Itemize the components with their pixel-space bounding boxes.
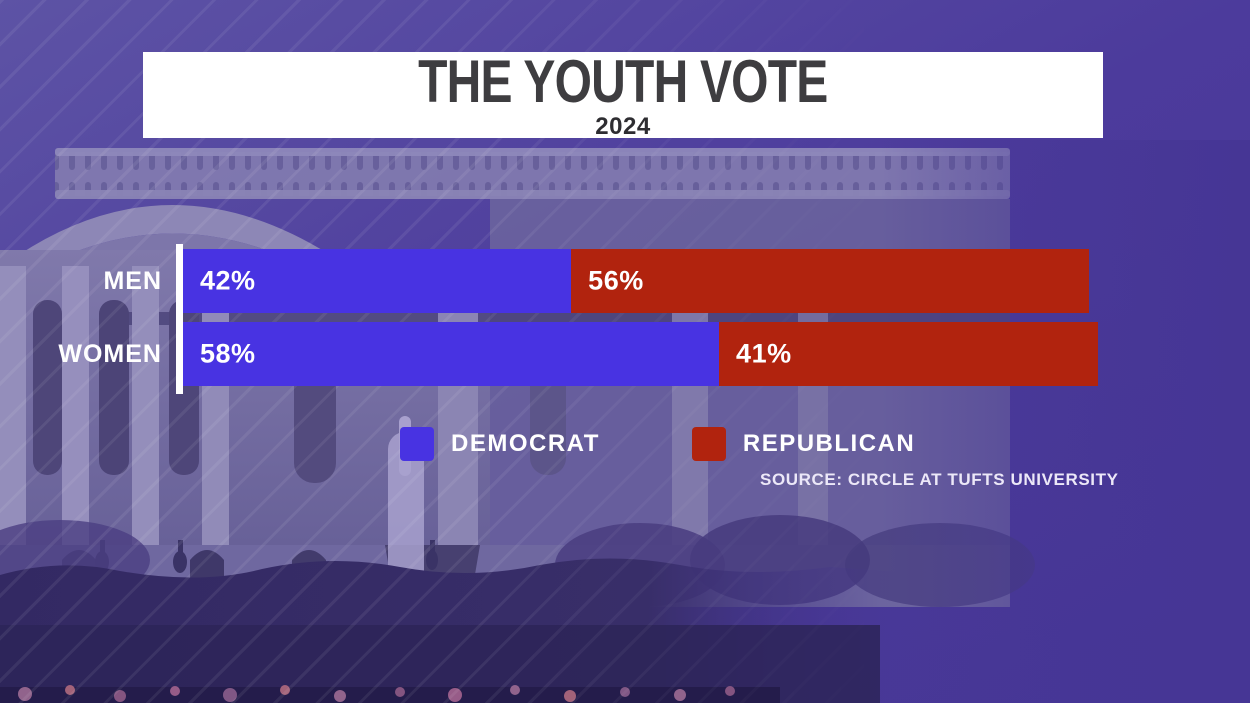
bar-segment-democrat-men: 42% [183,249,572,313]
legend-item-republican: REPUBLICAN [691,427,916,461]
bar-segment-republican-men: 56% [571,249,1089,313]
bar-segment-democrat-women: 58% [183,322,720,386]
value-label-democrat-men: 42% [200,265,256,296]
chart-axis-line [176,244,183,394]
legend-label-republican: REPUBLICAN [742,430,916,457]
value-label-republican-men: 56% [588,265,644,296]
legend-label-democrat: DEMOCRAT [451,430,600,457]
bar-row-men: 42% 56% [183,249,1098,313]
value-label-republican-women: 41% [736,338,792,369]
hedge [0,558,900,703]
category-label-women: WOMEN [58,340,162,368]
republican-swatch-icon [691,427,726,461]
value-label-democrat-women: 58% [200,338,256,369]
title-banner: THE YOUTH VOTE 2024 [143,47,1103,140]
page-title: THE YOUTH VOTE [418,47,828,115]
source-attribution: SOURCE: CIRCLE AT TUFTS UNIVERSITY [760,470,1119,489]
chart-legend: DEMOCRAT REPUBLICAN [400,427,915,461]
bar-segment-republican-women: 41% [719,322,1098,386]
title-year: 2024 [595,112,651,140]
flower-bed [0,685,780,703]
right-fade-overlay [880,140,1250,703]
democrat-swatch-icon [400,427,434,461]
category-label-men: MEN [103,267,162,295]
bar-row-women: 58% 41% [183,322,1098,386]
legend-item-democrat: DEMOCRAT [400,427,600,461]
